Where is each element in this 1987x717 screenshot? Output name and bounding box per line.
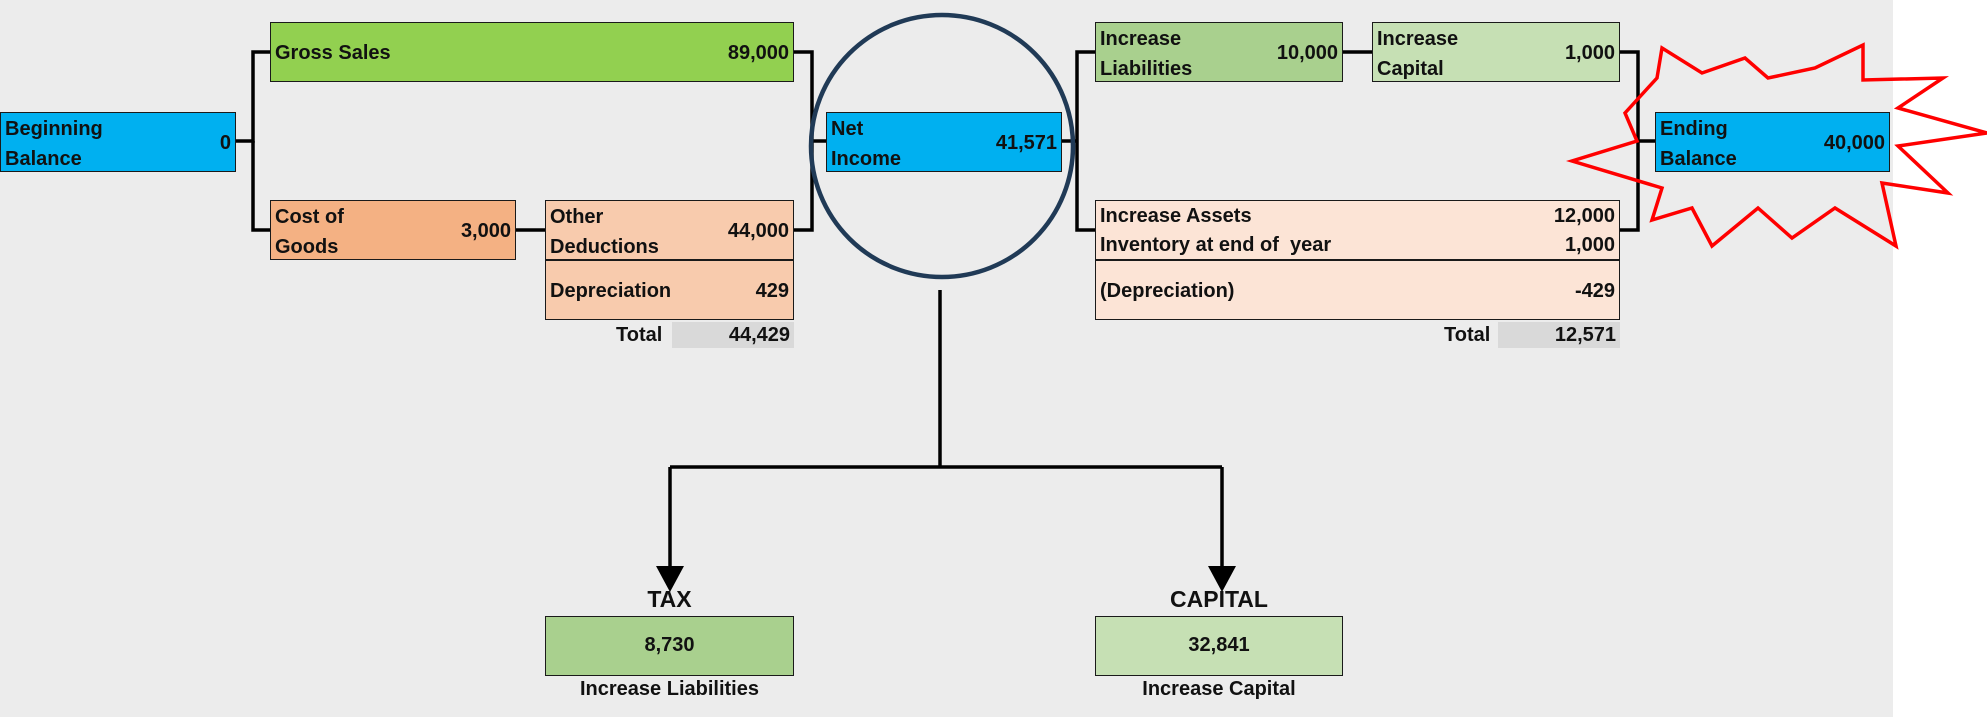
assets-box: Increase Assets 12,000 Inventory at end … [1095, 200, 1620, 260]
beginning-balance-label: Beginning Balance [5, 118, 103, 170]
capital-caption: Increase Capital [1142, 678, 1296, 700]
gross-sales-box: Gross Sales 89,000 [270, 22, 794, 82]
increase-liabilities-box: Increase Liabilities 10,000 [1095, 22, 1343, 82]
inventory-value: 1,000 [1564, 234, 1615, 256]
depreciation-value: 429 [755, 280, 789, 302]
arrow-to-capital-icon [1208, 566, 1236, 592]
connector-to-gross-sales [236, 50, 270, 143]
depreciation-label: Depreciation [550, 280, 672, 302]
assets-row: Increase Assets 12,000 [1096, 201, 1619, 231]
beginning-balance-value: 0 [219, 132, 231, 154]
ending-balance-label: Ending Balance [1660, 118, 1737, 170]
increase-assets-value: 12,000 [1553, 205, 1615, 227]
ending-balance-value: 40,000 [1823, 132, 1885, 154]
gross-sales-label: Gross Sales [275, 42, 391, 64]
net-income-label: Net Income [831, 118, 902, 170]
asset-depreciation-label: (Depreciation) [1100, 280, 1235, 302]
assets-total-label: Total [1444, 324, 1491, 346]
tax-heading: TAX [647, 586, 692, 612]
cost-of-goods-label: Cost of Goods [275, 206, 344, 258]
increase-capital-label: Increase Capital [1377, 28, 1459, 80]
other-deductions-value: 44,000 [727, 220, 789, 242]
cost-of-goods-value: 3,000 [460, 220, 511, 242]
other-deductions-label: Other Deductions [550, 206, 659, 258]
capital-heading: CAPITAL [1170, 586, 1268, 612]
cost-of-goods-box: Cost of Goods 3,000 [270, 200, 516, 260]
arrow-to-tax-icon [656, 566, 684, 592]
connector-to-right-branches [1075, 50, 1095, 232]
net-income-box: Net Income 41,571 [826, 112, 1062, 172]
increase-liabilities-label: Increase Liabilities [1100, 28, 1193, 80]
deductions-total-value: 44,429 [672, 322, 794, 348]
tax-value-box: 8,730 [545, 616, 794, 676]
increase-capital-box: Increase Capital 1,000 [1372, 22, 1620, 82]
assets-total-value: 12,571 [1498, 322, 1620, 348]
burst-icon [1565, 42, 1987, 250]
asset-depreciation-value: -429 [1574, 280, 1615, 302]
connector-to-cost-of-goods [251, 141, 270, 232]
net-income-circle [808, 12, 1076, 280]
depreciation-box: Depreciation 429 [545, 260, 794, 320]
inventory-row: Inventory at end of year 1,000 [1096, 230, 1619, 260]
other-deductions-box: Other Deductions 44,000 [545, 200, 794, 260]
ending-balance-box: Ending Balance 40,000 [1655, 112, 1890, 172]
increase-capital-value: 1,000 [1564, 42, 1615, 64]
inventory-label: Inventory at end of year [1100, 234, 1332, 256]
beginning-balance-box: Beginning Balance 0 [0, 112, 236, 172]
net-income-value: 41,571 [995, 132, 1057, 154]
deductions-total-label: Total [616, 324, 663, 346]
capital-value-box: 32,841 [1095, 616, 1343, 676]
asset-depreciation-row: (Depreciation) -429 [1096, 276, 1619, 306]
tax-caption: Increase Liabilities [580, 678, 759, 700]
increase-assets-label: Increase Assets [1100, 205, 1252, 227]
gross-sales-value: 89,000 [727, 42, 789, 64]
asset-depreciation-box: (Depreciation) -429 [1095, 260, 1620, 320]
increase-liabilities-value: 10,000 [1276, 42, 1338, 64]
